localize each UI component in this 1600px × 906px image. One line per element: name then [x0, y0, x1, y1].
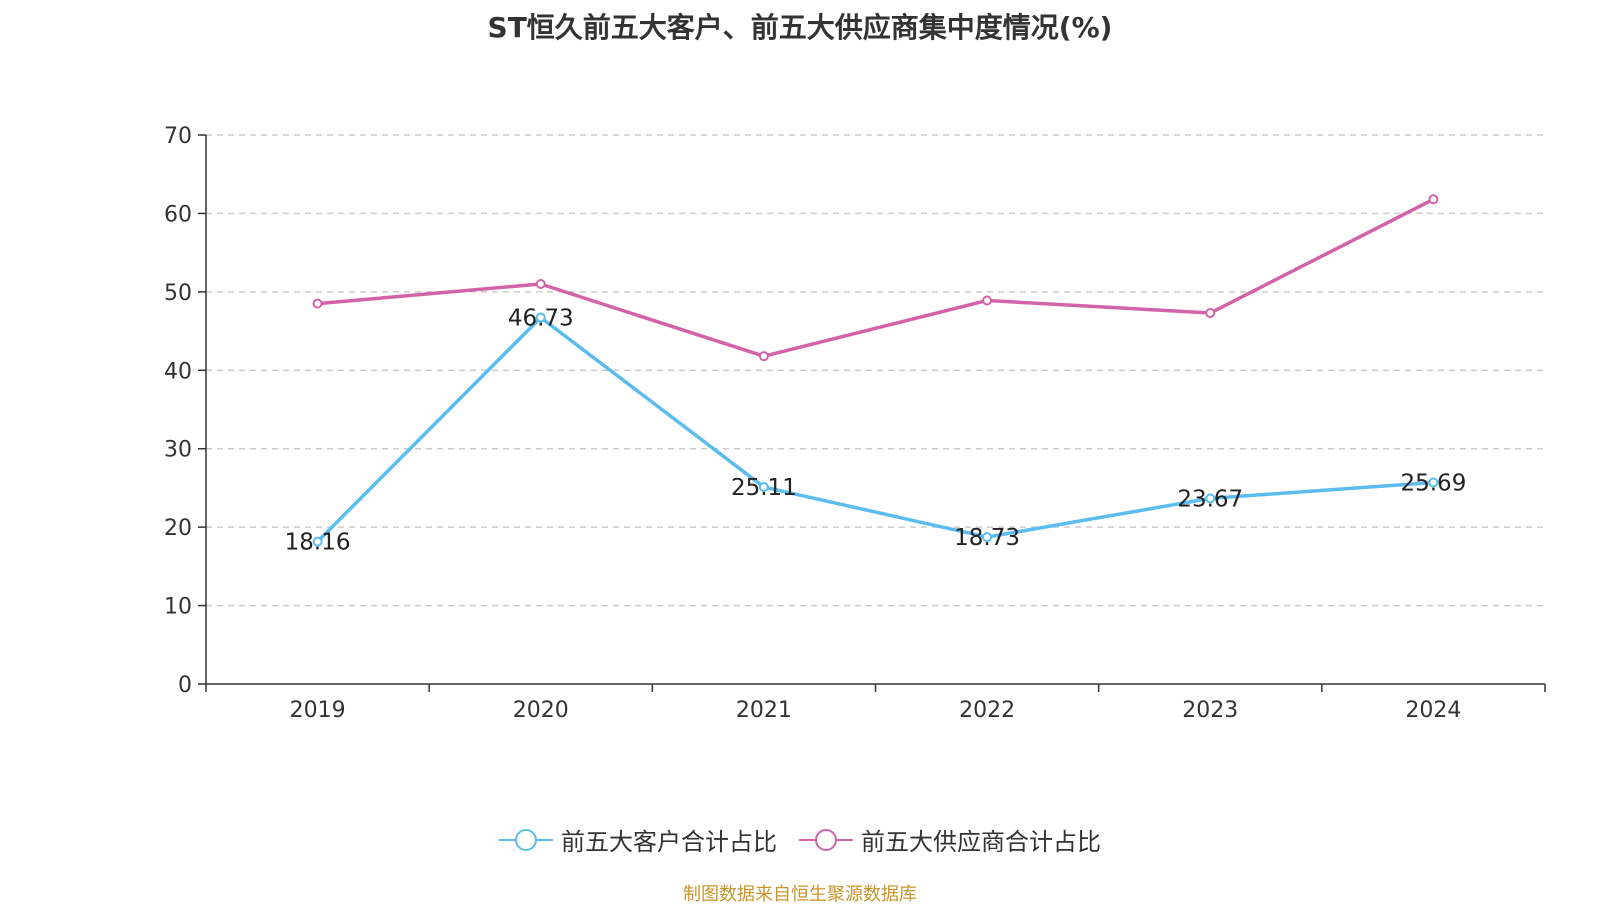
x-tick-label-2021: 2021: [736, 698, 792, 723]
y-tick-label-30: 30: [164, 438, 192, 463]
source-note: 制图数据来自恒生聚源数据库: [683, 884, 917, 905]
data-point-1-2024: [1428, 194, 1439, 205]
data-point-0-2024: [1428, 477, 1439, 488]
legend-marker-suppliers: [799, 827, 853, 853]
data-point-0-2019: [312, 536, 323, 547]
data-point-1-2020: [535, 279, 546, 290]
data-point-1-2021: [758, 351, 769, 362]
series-line-1: [317, 197, 1435, 358]
data-point-0-2023: [1205, 493, 1216, 504]
data-label-0-2020: 46.73: [508, 306, 574, 332]
legend-label-suppliers: 前五大供应商合计占比: [861, 828, 1101, 856]
data-point-0-2022: [982, 532, 993, 543]
data-label-0-2024: 25.69: [1400, 471, 1466, 497]
data-point-1-2019: [312, 298, 323, 309]
y-tick-label-0: 0: [178, 673, 192, 698]
data-labels: 18.16 46.73 25.11 18.73 23.67 25.69: [285, 306, 1467, 556]
data-point-0-2021: [758, 482, 769, 493]
chart-title: ST恒久前五大客户、前五大供应商集中度情况(%): [487, 11, 1113, 44]
legend: 前五大客户合计占比 前五大供应商合计占比: [0, 822, 1600, 857]
y-tick-label-10: 10: [164, 595, 192, 620]
data-point-1-2023: [1205, 308, 1216, 319]
y-tick-label-40: 40: [164, 359, 192, 384]
x-tick-label-2019: 2019: [290, 698, 346, 723]
data-label-0-2022: 18.73: [954, 525, 1020, 551]
x-tick-label-2023: 2023: [1182, 698, 1238, 723]
y-tick-label-50: 50: [164, 281, 192, 306]
x-tick-label-2024: 2024: [1405, 698, 1461, 723]
y-tick-label-20: 20: [164, 516, 192, 541]
data-point-1-2022: [982, 295, 993, 306]
legend-label-customers: 前五大客户合计占比: [561, 828, 777, 856]
grid-lines: [206, 134, 1545, 607]
y-tick-label-60: 60: [164, 202, 192, 227]
axes: 0 10 20 30 40 50 60 70 2019 2020 2021 2022 2023 2024: [164, 124, 1546, 723]
series-line-0: [316, 315, 1434, 543]
data-label-0-2019: 18.16: [285, 530, 351, 556]
y-tick-label-70: 70: [164, 124, 192, 149]
legend-item-suppliers[interactable]: 前五大供应商合计占比: [799, 822, 1101, 857]
data-point-0-2020: [535, 312, 546, 323]
x-tick-label-2022: 2022: [959, 698, 1015, 723]
series: [312, 194, 1439, 547]
x-tick-label-2020: 2020: [513, 698, 569, 723]
legend-marker-customers: [499, 827, 553, 853]
data-label-0-2021: 25.11: [731, 475, 797, 501]
data-label-0-2023: 23.67: [1177, 486, 1243, 512]
legend-item-customers[interactable]: 前五大客户合计占比: [499, 822, 777, 857]
